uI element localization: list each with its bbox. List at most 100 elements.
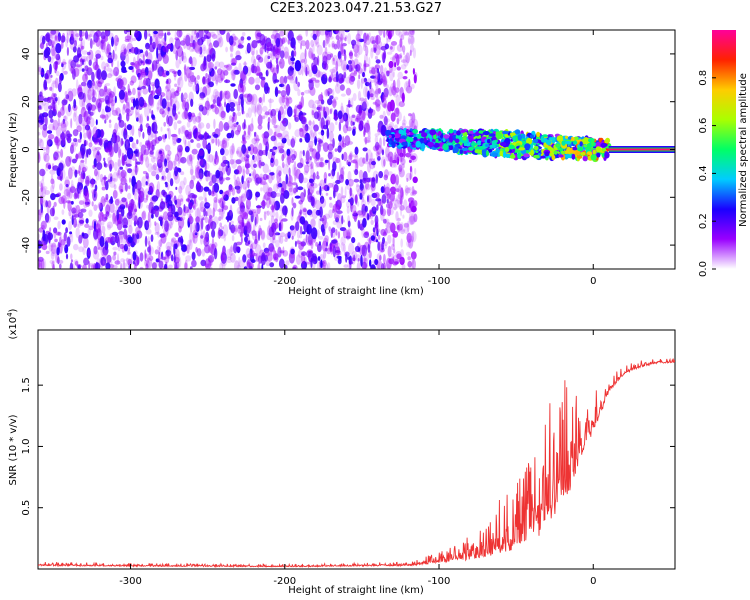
heatmap-cell bbox=[89, 38, 93, 49]
heatmap-cell bbox=[247, 180, 250, 189]
heatmap-cell bbox=[381, 194, 387, 204]
heatmap-cell bbox=[113, 34, 119, 47]
heatmap-cell bbox=[274, 108, 280, 113]
heatmap-cell bbox=[73, 138, 78, 143]
heatmap-cell bbox=[388, 140, 392, 144]
heatmap-cell bbox=[49, 207, 55, 217]
heatmap-cell bbox=[67, 200, 72, 212]
heatmap-cell bbox=[218, 105, 224, 117]
heatmap-cell bbox=[343, 243, 346, 254]
heatmap-cell bbox=[373, 43, 376, 48]
heatmap-cell bbox=[363, 63, 370, 68]
heatmap-cell bbox=[217, 198, 224, 202]
heatmap-cell bbox=[369, 259, 372, 267]
heatmap-cell bbox=[82, 123, 86, 133]
heatmap-cell bbox=[211, 229, 216, 238]
heatmap-cell bbox=[275, 211, 279, 222]
heatmap-cell bbox=[251, 117, 254, 128]
heatmap-cell bbox=[145, 172, 149, 179]
heatmap-cell bbox=[279, 58, 285, 69]
heatmap-cell bbox=[160, 154, 164, 163]
heatmap-cell bbox=[167, 30, 170, 35]
heatmap-cell bbox=[71, 88, 77, 97]
heatmap-cell bbox=[337, 231, 341, 239]
heatmap-cell bbox=[130, 106, 135, 110]
heatmap-cell bbox=[396, 66, 401, 71]
heatmap-cell bbox=[145, 263, 149, 269]
heatmap-cell bbox=[286, 75, 294, 80]
heatmap-cell bbox=[263, 131, 270, 139]
heatmap-cell bbox=[184, 259, 188, 269]
heatmap-cell bbox=[231, 187, 236, 196]
heatmap-cell bbox=[370, 219, 374, 225]
heatmap-cell bbox=[459, 149, 464, 155]
heatmap-cell bbox=[358, 107, 362, 116]
heatmap-cell bbox=[248, 76, 255, 85]
heatmap-cell bbox=[49, 40, 55, 46]
heatmap-cell bbox=[379, 123, 382, 134]
heatmap-cell bbox=[287, 153, 292, 166]
heatmap-cell bbox=[383, 159, 386, 167]
heatmap-cell bbox=[100, 55, 104, 61]
heatmap-cell bbox=[91, 201, 94, 207]
heatmap-cell bbox=[405, 82, 409, 87]
heatmap-cell bbox=[211, 237, 215, 250]
heatmap-cell bbox=[344, 30, 350, 33]
heatmap-cell bbox=[160, 218, 163, 227]
heatmap-cell bbox=[203, 207, 207, 217]
heatmap-cell bbox=[385, 182, 390, 193]
heatmap-cell bbox=[300, 192, 305, 203]
heatmap-cell bbox=[364, 161, 370, 165]
heatmap-cell bbox=[127, 168, 133, 174]
heatmap-cell bbox=[359, 110, 366, 121]
heatmap-cell bbox=[256, 204, 261, 215]
heatmap-cell bbox=[148, 244, 152, 256]
heatmap-cell bbox=[107, 149, 110, 156]
heatmap-cell bbox=[65, 253, 69, 260]
heatmap-cell bbox=[206, 122, 211, 129]
heatmap-cell bbox=[94, 82, 99, 90]
heatmap-cell bbox=[517, 134, 522, 141]
heatmap-cell bbox=[53, 216, 59, 220]
heatmap-cell bbox=[344, 135, 351, 147]
heatmap-cell bbox=[303, 187, 306, 193]
heatmap-cell bbox=[99, 114, 106, 119]
heatmap-cell bbox=[41, 187, 47, 198]
heatmap-cell bbox=[166, 157, 170, 161]
heatmap-cell bbox=[190, 164, 194, 177]
heatmap-cell bbox=[236, 149, 240, 156]
heatmap-cell bbox=[307, 120, 313, 126]
heatmap-cell bbox=[246, 222, 252, 234]
heatmap-cell bbox=[196, 75, 200, 80]
heatmap-cell bbox=[214, 66, 218, 70]
heatmap-cell bbox=[169, 68, 175, 73]
heatmap-cell bbox=[211, 138, 215, 144]
snr-panel: -300 -200 -100 0 0.51.01.5 Height of straig… bbox=[6, 308, 676, 596]
heatmap-cell bbox=[305, 234, 308, 243]
heatmap-cell bbox=[409, 49, 412, 57]
heatmap-cell bbox=[114, 108, 118, 114]
heatmap-cell bbox=[61, 196, 64, 201]
heatmap-cell bbox=[215, 191, 218, 203]
heatmap-cell bbox=[160, 256, 167, 260]
heatmap-cell bbox=[298, 172, 304, 184]
heatmap-cell bbox=[114, 198, 120, 206]
heatmap-cell bbox=[353, 58, 359, 66]
heatmap-cell bbox=[332, 205, 336, 211]
heatmap-cell bbox=[366, 212, 370, 221]
heatmap-cell bbox=[141, 71, 147, 76]
heatmap-cell bbox=[178, 256, 182, 268]
heatmap-cell bbox=[285, 97, 290, 107]
heatmap-cell bbox=[324, 178, 327, 184]
heatmap-cell bbox=[359, 179, 363, 184]
heatmap-cell bbox=[360, 78, 363, 89]
heatmap-cell bbox=[392, 157, 398, 168]
heatmap-cell bbox=[207, 224, 212, 230]
heatmap-cell bbox=[282, 130, 289, 137]
heatmap-cell bbox=[172, 70, 178, 75]
heatmap-cell bbox=[308, 79, 313, 84]
heatmap-cell bbox=[91, 93, 95, 98]
heatmap-cell bbox=[299, 150, 302, 162]
heatmap-cell bbox=[204, 84, 211, 96]
heatmap-cell bbox=[403, 51, 405, 55]
